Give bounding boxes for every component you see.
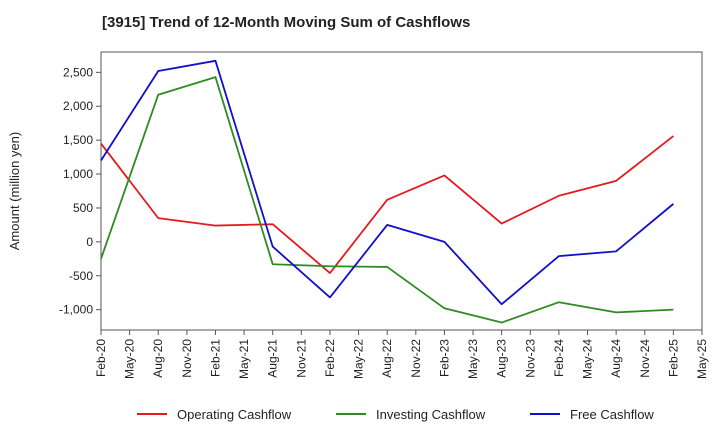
y-tick-label: 2,000 (63, 99, 93, 113)
x-tick-label: Nov-20 (180, 339, 194, 378)
series-line-investing-cashflow (100, 76, 674, 324)
y-tick-label: 2,500 (63, 65, 93, 79)
x-tick-label: Aug-23 (495, 339, 509, 378)
tick-labels: -1,000 -500 0 500 1,000 1,500 2,000 2,500 Feb-20… (59, 65, 709, 379)
x-tick-label: Feb-20 (94, 339, 108, 377)
y-axis-label: Amount (million yen) (7, 132, 22, 251)
x-tick-label: May-21 (237, 339, 251, 379)
x-tick-label: Nov-24 (638, 339, 652, 378)
y-tick-label: 0 (86, 235, 93, 249)
y-tick-label: 500 (73, 201, 93, 215)
y-tick-label: 1,500 (63, 133, 93, 147)
legend-label: Operating Cashflow (177, 407, 292, 422)
x-tick-label: Feb-21 (208, 339, 222, 377)
plot-area (100, 51, 703, 331)
x-tick-label: Aug-20 (151, 339, 165, 378)
x-tick-label: May-23 (466, 339, 480, 379)
series-line-operating-cashflow (100, 135, 674, 274)
x-tick-label: Feb-22 (323, 339, 337, 377)
x-tick-label: May-24 (581, 339, 595, 379)
x-tick-label: Feb-24 (552, 339, 566, 377)
x-tick-label: Aug-22 (380, 339, 394, 378)
x-tick-label: May-22 (352, 339, 366, 379)
x-tick-label: Feb-25 (666, 339, 680, 377)
x-tick-label: Nov-22 (409, 339, 423, 378)
legend: Operating Cashflow Investing Cashflow Free… (137, 407, 654, 422)
y-tick-label: -500 (69, 269, 93, 283)
legend-label: Free Cashflow (570, 407, 654, 422)
x-tick-label: Nov-21 (294, 339, 308, 378)
x-tick-label: Nov-23 (523, 339, 537, 378)
axes (96, 51, 703, 335)
chart-title: [3915] Trend of 12-Month Moving Sum of C… (102, 14, 471, 31)
series-line-free-cashflow (100, 59, 674, 306)
series-lines (100, 59, 674, 324)
y-tick-label: -1,000 (59, 303, 93, 317)
x-tick-label: May-25 (695, 339, 709, 379)
legend-label: Investing Cashflow (376, 407, 486, 422)
x-tick-label: Feb-23 (437, 339, 451, 377)
x-tick-label: Aug-21 (266, 339, 280, 378)
x-tick-label: May-20 (123, 339, 137, 379)
y-tick-label: 1,000 (63, 167, 93, 181)
x-tick-label: Aug-24 (609, 339, 623, 378)
